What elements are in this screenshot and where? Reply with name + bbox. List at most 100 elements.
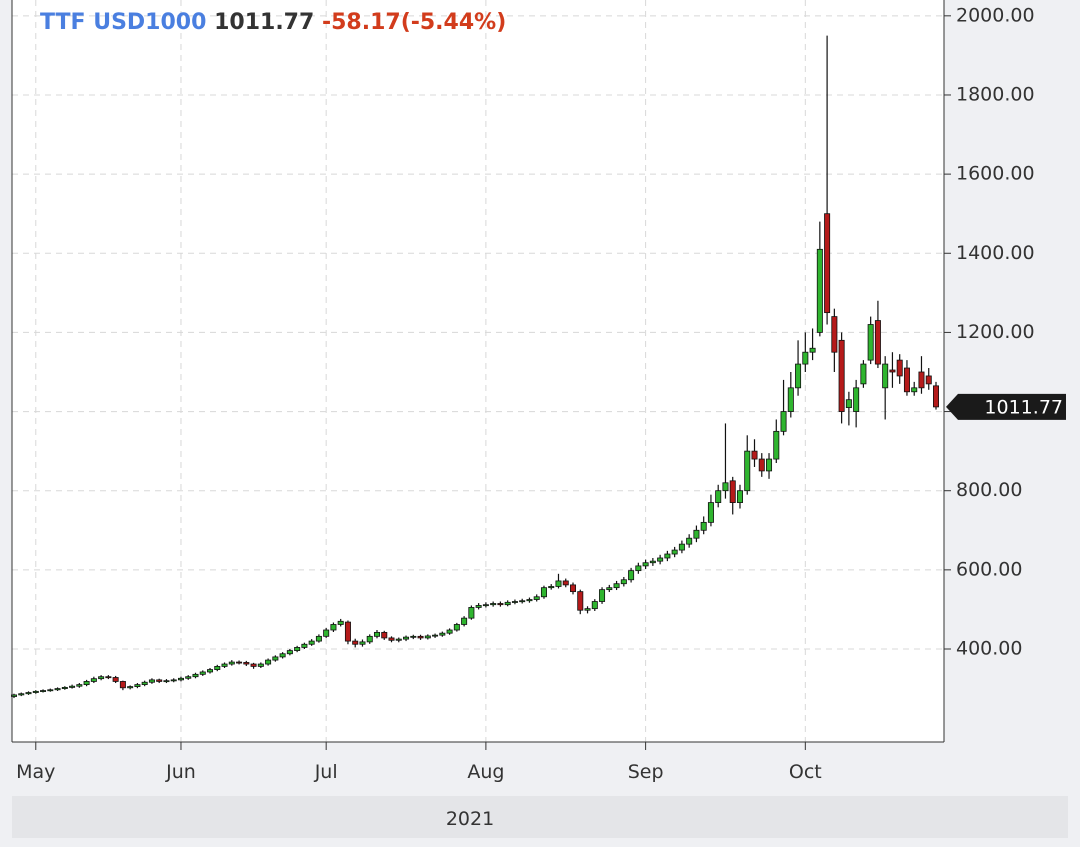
candle-body: [896, 359, 903, 377]
candle-body: [511, 601, 518, 603]
candle-body: [635, 565, 642, 572]
candle-body: [540, 587, 547, 598]
candle-body: [504, 601, 511, 606]
candle-body: [141, 681, 148, 686]
candle-body: [882, 363, 889, 389]
candle-body: [221, 663, 228, 667]
candle-body: [497, 603, 504, 606]
x-tick-label: Jul: [314, 761, 338, 783]
candle-body: [787, 387, 794, 412]
candle-body: [352, 640, 359, 645]
year-label: 2021: [446, 808, 494, 830]
candle-body: [439, 632, 446, 636]
year-band: [12, 796, 1068, 838]
candle-body: [337, 620, 344, 625]
candle-body: [628, 570, 635, 581]
candle-body: [729, 480, 736, 503]
candle-body: [845, 399, 852, 409]
x-tick-label: Sep: [628, 761, 664, 783]
candle-body: [657, 557, 664, 562]
candle-body: [715, 490, 722, 503]
candle-body: [243, 662, 250, 665]
candle-body: [61, 686, 68, 689]
candle-body: [98, 676, 105, 680]
candle-body: [119, 681, 126, 689]
last-price-tag: [946, 393, 1066, 420]
candle-body: [18, 693, 25, 696]
candle-body: [584, 608, 591, 611]
candle-body: [824, 213, 831, 314]
candle-body: [214, 666, 221, 670]
candle-body: [555, 580, 562, 587]
candle-body: [613, 583, 620, 589]
y-tick-label: 400.00: [956, 638, 1022, 660]
candle-body: [933, 385, 940, 408]
x-tick-label: Oct: [789, 761, 822, 783]
candle-body: [453, 624, 460, 631]
candle-body: [693, 529, 700, 539]
candle-body: [272, 656, 279, 661]
candle-body: [373, 631, 380, 637]
candle-body: [228, 661, 235, 665]
candle-body: [47, 689, 54, 692]
y-tick-label: 1200.00: [956, 321, 1035, 343]
y-tick-label: 1600.00: [956, 163, 1035, 185]
candle-body: [54, 688, 61, 691]
candle-body: [32, 690, 39, 693]
candle-body: [403, 636, 410, 640]
candle-body: [163, 680, 170, 683]
candle-body: [308, 640, 315, 645]
candle-body: [134, 684, 141, 687]
candle-body: [838, 339, 845, 412]
candle-body: [599, 589, 606, 602]
y-tick-label: 600.00: [956, 558, 1022, 580]
candle-body: [773, 430, 780, 460]
candle-body: [903, 367, 910, 393]
candle-body: [889, 369, 896, 373]
candle-body: [170, 679, 177, 682]
candle-body: [548, 586, 555, 589]
y-tick-label: 1800.00: [956, 83, 1035, 105]
candle-body: [700, 521, 707, 531]
candle-body: [570, 584, 577, 593]
candle-body: [83, 681, 90, 686]
candle-body: [853, 387, 860, 412]
y-tick-label: 2000.00: [956, 4, 1035, 26]
candle-body: [461, 617, 468, 625]
candle-body: [185, 676, 192, 679]
candle-body: [69, 685, 76, 688]
candle-body: [279, 653, 286, 658]
candle-body: [199, 671, 206, 675]
candle-body: [577, 591, 584, 611]
candle-body: [257, 663, 264, 667]
candle-body: [177, 677, 184, 681]
candle-body: [874, 320, 881, 365]
candle-body: [366, 635, 373, 643]
candle-body: [388, 637, 395, 641]
candle-body: [519, 600, 526, 603]
candle-body: [736, 490, 743, 503]
candle-body: [330, 624, 337, 631]
candle-body: [381, 631, 388, 639]
plot-area: [12, 0, 944, 742]
candle-body: [795, 363, 802, 389]
candle-body: [395, 638, 402, 641]
candle-body: [664, 553, 671, 559]
grid: [12, 0, 944, 742]
candle-body: [533, 596, 540, 600]
candle-body: [105, 676, 112, 679]
candle-body: [526, 599, 533, 602]
candle-body: [286, 650, 293, 655]
candle-body: [417, 635, 424, 639]
candle-body: [606, 587, 613, 591]
last-price: 1011.77: [214, 10, 314, 35]
candle-body: [424, 635, 431, 639]
candle-body: [250, 663, 257, 667]
candle-body: [468, 607, 475, 619]
candle-body: [359, 641, 366, 645]
change: -58.17(-5.44%): [322, 10, 506, 35]
candle-body: [40, 690, 47, 692]
candle-body: [10, 694, 17, 697]
header: TTF USD1000 1011.77 -58.17(-5.44%): [40, 10, 506, 35]
candle-body: [344, 621, 351, 642]
